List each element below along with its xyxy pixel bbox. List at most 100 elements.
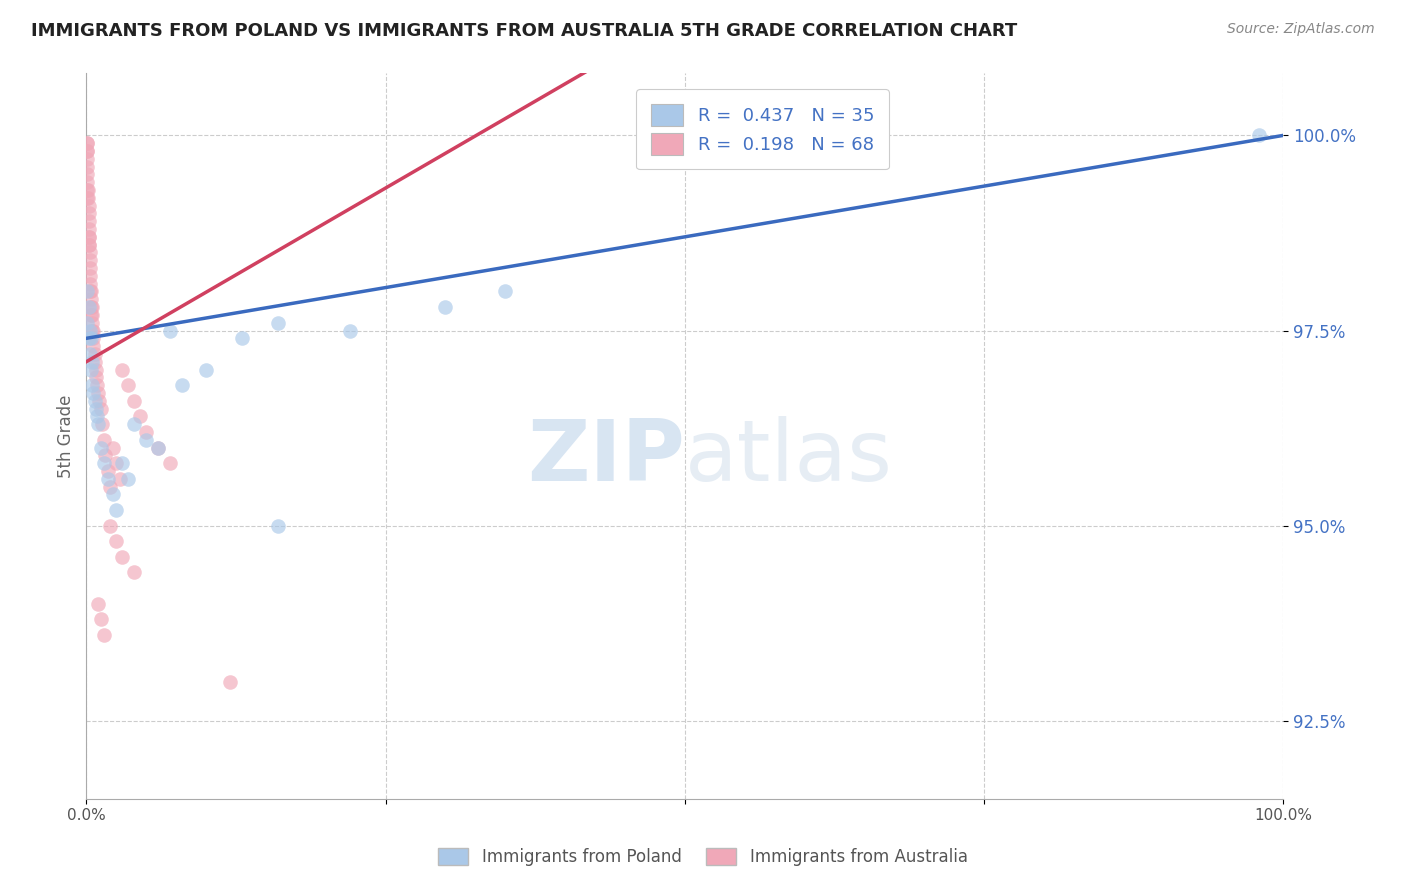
Y-axis label: 5th Grade: 5th Grade bbox=[58, 394, 75, 477]
Point bbox=[79, 261, 101, 276]
Point bbox=[82, 339, 104, 353]
Point bbox=[82, 308, 104, 322]
Point bbox=[79, 347, 101, 361]
Point bbox=[76, 152, 98, 166]
Point bbox=[82, 355, 104, 369]
Point bbox=[111, 549, 134, 564]
Point bbox=[82, 324, 104, 338]
Point bbox=[80, 300, 103, 314]
Point bbox=[122, 417, 145, 432]
Text: ZIP: ZIP bbox=[527, 417, 685, 500]
Point bbox=[111, 456, 134, 470]
Point bbox=[267, 316, 290, 330]
Point bbox=[77, 206, 100, 220]
Legend: R =  0.437   N = 35, R =  0.198   N = 68: R = 0.437 N = 35, R = 0.198 N = 68 bbox=[637, 89, 889, 169]
Point bbox=[129, 409, 152, 424]
Point bbox=[84, 370, 107, 384]
Point bbox=[108, 472, 131, 486]
Point bbox=[77, 230, 100, 244]
Point bbox=[82, 378, 104, 392]
Point bbox=[135, 433, 157, 447]
Point bbox=[434, 300, 457, 314]
Point bbox=[93, 433, 115, 447]
Point bbox=[105, 456, 128, 470]
Point bbox=[76, 285, 98, 299]
Text: Source: ZipAtlas.com: Source: ZipAtlas.com bbox=[1227, 22, 1375, 37]
Point bbox=[76, 316, 98, 330]
Point bbox=[231, 331, 253, 345]
Point bbox=[79, 277, 101, 291]
Point bbox=[79, 253, 101, 268]
Point bbox=[79, 245, 101, 260]
Point bbox=[90, 401, 112, 416]
Point bbox=[76, 183, 98, 197]
Point bbox=[146, 441, 169, 455]
Point bbox=[101, 487, 124, 501]
Point bbox=[159, 324, 181, 338]
Point bbox=[98, 480, 121, 494]
Point bbox=[77, 300, 100, 314]
Point bbox=[84, 362, 107, 376]
Point bbox=[79, 230, 101, 244]
Point bbox=[83, 393, 105, 408]
Point bbox=[76, 175, 98, 189]
Point bbox=[97, 472, 120, 486]
Point bbox=[79, 324, 101, 338]
Point bbox=[117, 378, 139, 392]
Point bbox=[80, 362, 103, 376]
Point bbox=[80, 308, 103, 322]
Point bbox=[87, 597, 110, 611]
Point bbox=[117, 472, 139, 486]
Point bbox=[90, 612, 112, 626]
Point bbox=[1249, 128, 1271, 143]
Point bbox=[77, 183, 100, 197]
Point bbox=[87, 417, 110, 432]
Point bbox=[79, 237, 101, 252]
Point bbox=[77, 237, 100, 252]
Point bbox=[76, 168, 98, 182]
Point bbox=[79, 285, 101, 299]
Text: atlas: atlas bbox=[685, 417, 893, 500]
Point bbox=[267, 518, 290, 533]
Point bbox=[135, 425, 157, 439]
Point bbox=[111, 362, 134, 376]
Point bbox=[101, 441, 124, 455]
Point bbox=[494, 285, 516, 299]
Point bbox=[82, 316, 104, 330]
Point bbox=[84, 401, 107, 416]
Point bbox=[159, 456, 181, 470]
Point bbox=[76, 144, 98, 158]
Point bbox=[82, 386, 104, 401]
Point bbox=[76, 144, 98, 158]
Point bbox=[146, 441, 169, 455]
Point bbox=[82, 331, 104, 345]
Point bbox=[89, 393, 111, 408]
Point bbox=[79, 268, 101, 283]
Point bbox=[76, 136, 98, 151]
Point bbox=[339, 324, 361, 338]
Point bbox=[76, 136, 98, 151]
Point bbox=[87, 386, 110, 401]
Point bbox=[122, 566, 145, 580]
Point bbox=[83, 355, 105, 369]
Point bbox=[170, 378, 193, 392]
Point bbox=[77, 199, 100, 213]
Point bbox=[219, 674, 242, 689]
Legend: Immigrants from Poland, Immigrants from Australia: Immigrants from Poland, Immigrants from … bbox=[432, 841, 974, 873]
Point bbox=[122, 393, 145, 408]
Point bbox=[77, 222, 100, 236]
Point bbox=[90, 441, 112, 455]
Point bbox=[90, 417, 112, 432]
Point bbox=[93, 456, 115, 470]
Point bbox=[86, 378, 108, 392]
Point bbox=[98, 518, 121, 533]
Point bbox=[194, 362, 217, 376]
Point bbox=[77, 191, 100, 205]
Point bbox=[80, 285, 103, 299]
Point bbox=[77, 214, 100, 228]
Point bbox=[82, 324, 104, 338]
Point bbox=[94, 449, 117, 463]
Point bbox=[105, 503, 128, 517]
Point bbox=[97, 464, 120, 478]
Text: IMMIGRANTS FROM POLAND VS IMMIGRANTS FROM AUSTRALIA 5TH GRADE CORRELATION CHART: IMMIGRANTS FROM POLAND VS IMMIGRANTS FRO… bbox=[31, 22, 1017, 40]
